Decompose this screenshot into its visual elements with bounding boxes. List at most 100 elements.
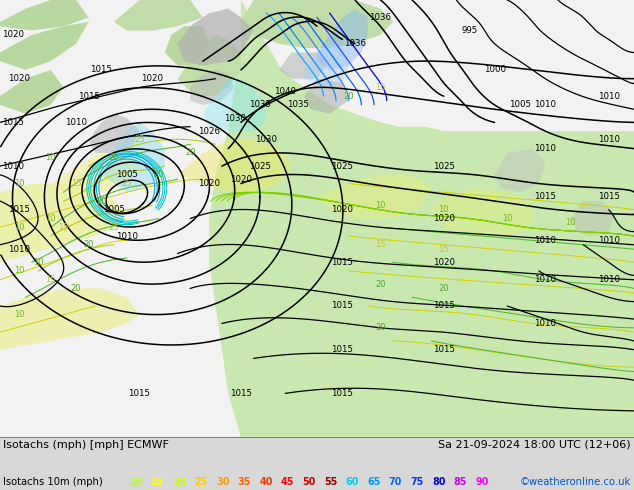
Text: 995: 995 — [461, 26, 477, 35]
Text: 20: 20 — [344, 92, 354, 100]
Text: 20: 20 — [439, 284, 449, 293]
Text: 15: 15 — [439, 245, 449, 254]
Text: 1020: 1020 — [433, 214, 455, 223]
Text: 20: 20 — [375, 323, 385, 332]
Text: 80: 80 — [432, 477, 446, 488]
Text: 1025: 1025 — [433, 162, 455, 171]
Text: 1020: 1020 — [433, 258, 455, 267]
Text: Sa 21-09-2024 18:00 UTC (12+06): Sa 21-09-2024 18:00 UTC (12+06) — [438, 440, 631, 450]
Text: 1010: 1010 — [8, 245, 30, 254]
Text: 1026: 1026 — [198, 126, 220, 136]
Text: 10: 10 — [14, 267, 24, 275]
Polygon shape — [114, 0, 203, 30]
Text: 25: 25 — [134, 135, 145, 145]
Polygon shape — [0, 184, 127, 262]
Text: 1015: 1015 — [91, 66, 112, 74]
Text: 25: 25 — [122, 179, 132, 188]
Text: 1015: 1015 — [598, 192, 619, 201]
Polygon shape — [317, 9, 368, 70]
Text: 55: 55 — [324, 477, 337, 488]
Text: 20: 20 — [84, 240, 94, 249]
Text: 10: 10 — [129, 477, 143, 488]
Text: 20: 20 — [185, 148, 195, 157]
Polygon shape — [178, 9, 254, 66]
Text: 1010: 1010 — [116, 231, 138, 241]
Text: 1020: 1020 — [230, 175, 252, 184]
Text: 1015: 1015 — [230, 389, 252, 398]
Text: 1035: 1035 — [287, 100, 309, 109]
Text: 1015: 1015 — [8, 205, 30, 214]
Text: 1015: 1015 — [433, 345, 455, 354]
Text: 20: 20 — [172, 477, 186, 488]
Text: 1015: 1015 — [332, 389, 353, 398]
Polygon shape — [203, 79, 266, 131]
Text: 30: 30 — [216, 477, 230, 488]
Text: ©weatheronline.co.uk: ©weatheronline.co.uk — [520, 477, 631, 488]
Text: 60: 60 — [346, 477, 359, 488]
Text: 90: 90 — [475, 477, 489, 488]
Polygon shape — [279, 52, 330, 79]
Text: 15: 15 — [58, 223, 68, 232]
Text: 15: 15 — [71, 179, 81, 188]
Text: 1010: 1010 — [534, 100, 556, 109]
Text: 15: 15 — [152, 477, 165, 488]
Text: 1020: 1020 — [8, 74, 30, 83]
Text: 75: 75 — [410, 477, 424, 488]
Text: 1030: 1030 — [256, 135, 277, 145]
Text: 50: 50 — [302, 477, 316, 488]
Text: 1005: 1005 — [116, 171, 138, 179]
Text: 1015: 1015 — [78, 92, 100, 100]
Text: 1015: 1015 — [129, 389, 150, 398]
Polygon shape — [304, 44, 349, 87]
Polygon shape — [304, 79, 349, 114]
Text: 1030: 1030 — [224, 114, 245, 122]
Polygon shape — [0, 0, 89, 30]
Text: 1015: 1015 — [332, 345, 353, 354]
Text: 10: 10 — [14, 223, 24, 232]
Text: 1025: 1025 — [332, 162, 353, 171]
Text: 15: 15 — [46, 275, 56, 284]
Text: 1020: 1020 — [198, 179, 220, 188]
Text: 10: 10 — [14, 310, 24, 319]
Text: 10: 10 — [439, 205, 449, 214]
Text: 85: 85 — [453, 477, 467, 488]
Polygon shape — [0, 289, 139, 350]
Text: 1010: 1010 — [598, 236, 619, 245]
Text: 1015: 1015 — [332, 301, 353, 311]
Text: 10: 10 — [502, 214, 512, 223]
Text: 1010: 1010 — [534, 319, 556, 328]
Text: 1036: 1036 — [370, 13, 391, 22]
Text: 10: 10 — [46, 153, 56, 162]
Polygon shape — [571, 201, 615, 236]
Polygon shape — [495, 148, 545, 192]
Text: 20: 20 — [96, 196, 107, 206]
Text: 1010: 1010 — [2, 162, 23, 171]
Text: 35: 35 — [238, 477, 251, 488]
Text: 70: 70 — [389, 477, 402, 488]
Text: 1010: 1010 — [598, 92, 619, 100]
Text: 1010: 1010 — [534, 144, 556, 153]
Text: 1020: 1020 — [141, 74, 163, 83]
Polygon shape — [317, 175, 431, 219]
Text: 10: 10 — [33, 258, 43, 267]
Text: Isotachs (mph) [mph] ECMWF: Isotachs (mph) [mph] ECMWF — [3, 440, 169, 450]
Polygon shape — [178, 140, 292, 192]
Text: 1025: 1025 — [249, 162, 271, 171]
Text: 1010: 1010 — [65, 118, 87, 127]
Text: 1010: 1010 — [598, 135, 619, 145]
Polygon shape — [89, 114, 139, 153]
Polygon shape — [51, 153, 139, 192]
Text: 1010: 1010 — [534, 275, 556, 284]
Text: 1000: 1000 — [484, 66, 505, 74]
Text: 10: 10 — [566, 219, 576, 227]
Polygon shape — [241, 0, 393, 48]
Text: 25: 25 — [195, 477, 208, 488]
Text: 1020: 1020 — [332, 205, 353, 214]
Polygon shape — [178, 35, 241, 96]
Polygon shape — [101, 122, 165, 192]
Text: 1010: 1010 — [534, 236, 556, 245]
Text: 1015: 1015 — [534, 192, 556, 201]
Text: 65: 65 — [367, 477, 380, 488]
Text: 15: 15 — [375, 83, 385, 92]
Text: 1005: 1005 — [103, 205, 125, 214]
